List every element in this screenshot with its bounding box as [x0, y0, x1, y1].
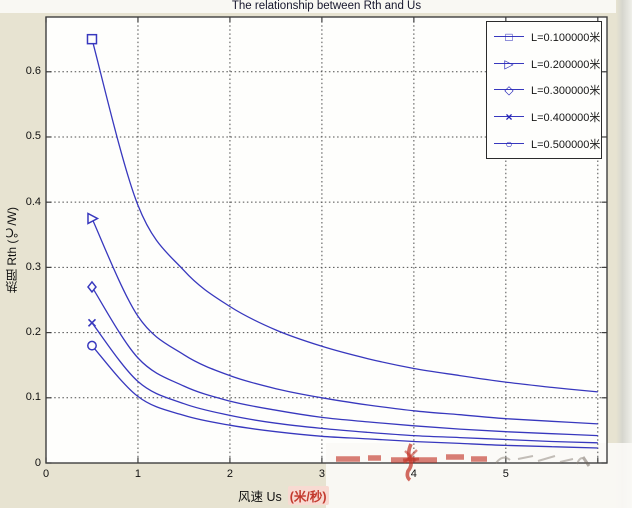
series-line — [91, 322, 598, 444]
legend-line — [494, 89, 524, 91]
legend-line — [494, 116, 524, 118]
legend-label: L=0.100000米 — [531, 32, 601, 45]
x-axis-label-text: 风速 Us — [238, 490, 282, 504]
series-line — [91, 218, 598, 425]
legend-label: L=0.400000米 — [531, 112, 601, 125]
circle-marker-icon — [87, 340, 97, 351]
x-marker-icon: × — [505, 110, 513, 125]
legend-item: □ L=0.100000米 — [487, 24, 601, 51]
legend: □ L=0.100000米 ▷ L=0.200000米 ◇ L=0.300000… — [486, 21, 602, 159]
legend-item: ○ L=0.500000米 — [487, 130, 601, 157]
chart-title: The relationship between Rth and Us — [231, 0, 422, 12]
square-marker-icon: □ — [505, 30, 513, 45]
faded-signature-watermark — [495, 455, 591, 467]
legend-item: × L=0.400000米 — [487, 104, 601, 131]
series-line — [91, 286, 598, 437]
legend-line — [494, 36, 524, 38]
diamond-marker-icon — [87, 280, 97, 294]
legend-item: ▷ L=0.200000米 — [487, 51, 601, 78]
legend-item: ◇ L=0.300000米 — [487, 77, 601, 104]
legend-marker-diamond: ◇ — [494, 83, 524, 97]
legend-marker-circle: ○ — [494, 137, 524, 151]
watermark-white-patch — [326, 443, 632, 508]
series-line — [91, 345, 598, 449]
legend-label: L=0.500000米 — [531, 138, 601, 151]
legend-label: L=0.200000米 — [531, 58, 601, 71]
circle-marker-icon: ○ — [505, 136, 513, 151]
legend-marker-square: □ — [494, 30, 524, 44]
window-edge — [616, 0, 632, 508]
axis-box — [45, 16, 608, 464]
x-marker-icon — [87, 318, 97, 327]
diamond-marker-icon: ◇ — [504, 83, 514, 98]
square-marker-icon — [86, 33, 98, 45]
series-line — [91, 38, 598, 393]
red-scribble-watermark — [336, 443, 487, 482]
title-band — [0, 0, 632, 13]
x-axis-label: 风速 Us (米/秒) — [238, 486, 329, 505]
legend-marker-x: × — [494, 110, 524, 124]
legend-line — [494, 62, 524, 64]
legend-label: L=0.300000米 — [531, 85, 601, 98]
triangle-right-marker-icon — [87, 212, 100, 225]
legend-marker-triangle: ▷ — [494, 57, 524, 71]
x-axis-label-highlight: (米/秒) — [287, 486, 329, 505]
triangle-right-marker-icon: ▷ — [504, 56, 514, 71]
legend-line — [494, 142, 524, 144]
